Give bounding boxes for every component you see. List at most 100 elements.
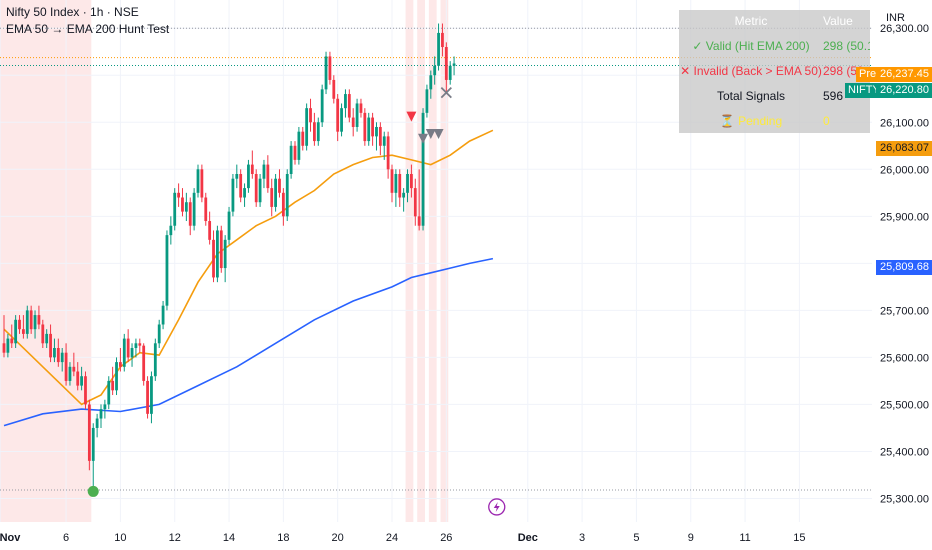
stats-row-pending: ⏳ Pending 0 xyxy=(679,110,870,132)
candle-27 xyxy=(107,380,111,405)
candle-105 xyxy=(410,174,413,189)
candle-10 xyxy=(41,324,45,344)
candle-99 xyxy=(386,136,390,170)
candle-67 xyxy=(262,164,266,179)
candle-6 xyxy=(25,310,29,334)
stats-total-value: 596 xyxy=(823,89,844,103)
candle-80 xyxy=(313,122,316,142)
candle-70 xyxy=(274,178,277,207)
ema200-price-tag: 25,809.68 xyxy=(876,260,932,275)
x-tick-label-13: 11 xyxy=(739,532,750,544)
candle-60 xyxy=(235,174,239,179)
candle-31 xyxy=(122,338,126,367)
candle-63 xyxy=(247,164,250,189)
candle-54 xyxy=(212,239,215,278)
candle-114 xyxy=(444,47,448,80)
candle-26 xyxy=(103,404,107,410)
candle-40 xyxy=(157,324,161,344)
stats-invalid-label: ✕ Invalid (Back > EMA 50) xyxy=(680,64,822,78)
candle-18 xyxy=(72,366,76,372)
candle-89 xyxy=(347,94,351,118)
candle-4 xyxy=(18,319,21,330)
candle-15 xyxy=(60,352,64,363)
y-tick-label-3: 25,600.00 xyxy=(880,352,929,364)
candle-81 xyxy=(316,122,320,142)
highlight-band-3 xyxy=(428,0,437,522)
candle-12 xyxy=(49,333,52,358)
candle-77 xyxy=(301,131,305,146)
x-tick-label-10: 3 xyxy=(579,532,585,544)
candle-36 xyxy=(142,345,146,381)
stats-total-label: Total Signals xyxy=(716,89,786,103)
x-tick-label-4: 14 xyxy=(223,532,235,544)
candle-47 xyxy=(184,202,188,212)
candle-103 xyxy=(402,192,406,198)
pre-price-tag: 26,237.45 xyxy=(876,67,932,82)
candle-96 xyxy=(375,126,378,137)
candle-14 xyxy=(56,348,60,363)
candle-62 xyxy=(243,188,246,198)
candle-50 xyxy=(196,169,200,193)
x-tick-label-12: 9 xyxy=(688,532,694,544)
candle-84 xyxy=(328,56,332,80)
signal-triangle-marker-3 xyxy=(425,129,436,140)
candle-32 xyxy=(126,338,130,358)
y-tick-label-4: 25,700.00 xyxy=(880,305,929,317)
highlight-band-2 xyxy=(417,0,425,522)
candle-97 xyxy=(378,126,382,146)
candle-0 xyxy=(2,343,6,353)
candle-68 xyxy=(266,164,270,189)
candle-95 xyxy=(371,117,374,137)
candle-58 xyxy=(227,211,231,240)
candle-9 xyxy=(37,315,41,325)
x-tick-label-7: 24 xyxy=(386,532,398,544)
lightning-bolt-icon xyxy=(493,501,500,512)
candle-43 xyxy=(169,225,173,236)
signal-triangle-marker-4 xyxy=(433,129,444,140)
candle-75 xyxy=(293,145,297,160)
signal-circle-marker xyxy=(87,485,99,497)
symbol-title[interactable]: Nifty 50 Index · 1h · NSE xyxy=(6,5,139,19)
candle-25 xyxy=(99,409,103,419)
candle-17 xyxy=(68,366,72,381)
candle-33 xyxy=(130,348,134,358)
x-tick-label-2: 10 xyxy=(114,532,126,544)
candle-115 xyxy=(448,65,452,80)
candle-20 xyxy=(80,376,83,386)
candle-110 xyxy=(429,75,433,90)
nifty-price-tag: 26,220.80 xyxy=(876,83,932,98)
y-tick-label-2: 25,500.00 xyxy=(880,399,929,411)
candle-90 xyxy=(351,117,355,127)
chart-legend: Nifty 50 Index · 1h · NSE EMA 50 → EMA 2… xyxy=(6,4,169,38)
candle-91 xyxy=(355,103,359,127)
candle-108 xyxy=(421,112,425,226)
candle-107 xyxy=(417,216,421,226)
candle-113 xyxy=(441,32,444,48)
candle-73 xyxy=(285,174,289,217)
candle-59 xyxy=(231,178,235,212)
candle-52 xyxy=(204,197,208,222)
indicator-title[interactable]: EMA 50 → EMA 200 Hunt Test xyxy=(6,22,170,36)
candle-44 xyxy=(173,192,177,226)
candle-45 xyxy=(177,192,180,198)
y-tick-label-7: 26,000.00 xyxy=(880,164,929,176)
candle-109 xyxy=(425,89,429,113)
signal-x-marker xyxy=(440,87,452,99)
currency-label[interactable]: INR xyxy=(886,12,905,24)
y-tick-label-0: 25,300.00 xyxy=(880,493,929,505)
candle-82 xyxy=(320,89,324,123)
candle-74 xyxy=(289,145,293,174)
candle-39 xyxy=(153,343,157,377)
candle-24 xyxy=(95,418,99,428)
candle-93 xyxy=(363,112,367,142)
x-tick-label-3: 12 xyxy=(169,532,181,544)
highlight-band-4 xyxy=(440,0,449,522)
stats-row-total: Total Signals 596 xyxy=(679,85,870,107)
highlight-band-1 xyxy=(405,0,414,522)
candle-35 xyxy=(138,343,142,346)
candle-61 xyxy=(239,174,243,198)
candle-38 xyxy=(150,376,153,414)
stats-row-valid: ✓ Valid (Hit EMA 200) 298 (50.1%) xyxy=(679,35,870,57)
candle-102 xyxy=(398,174,402,198)
candle-1 xyxy=(6,338,10,353)
